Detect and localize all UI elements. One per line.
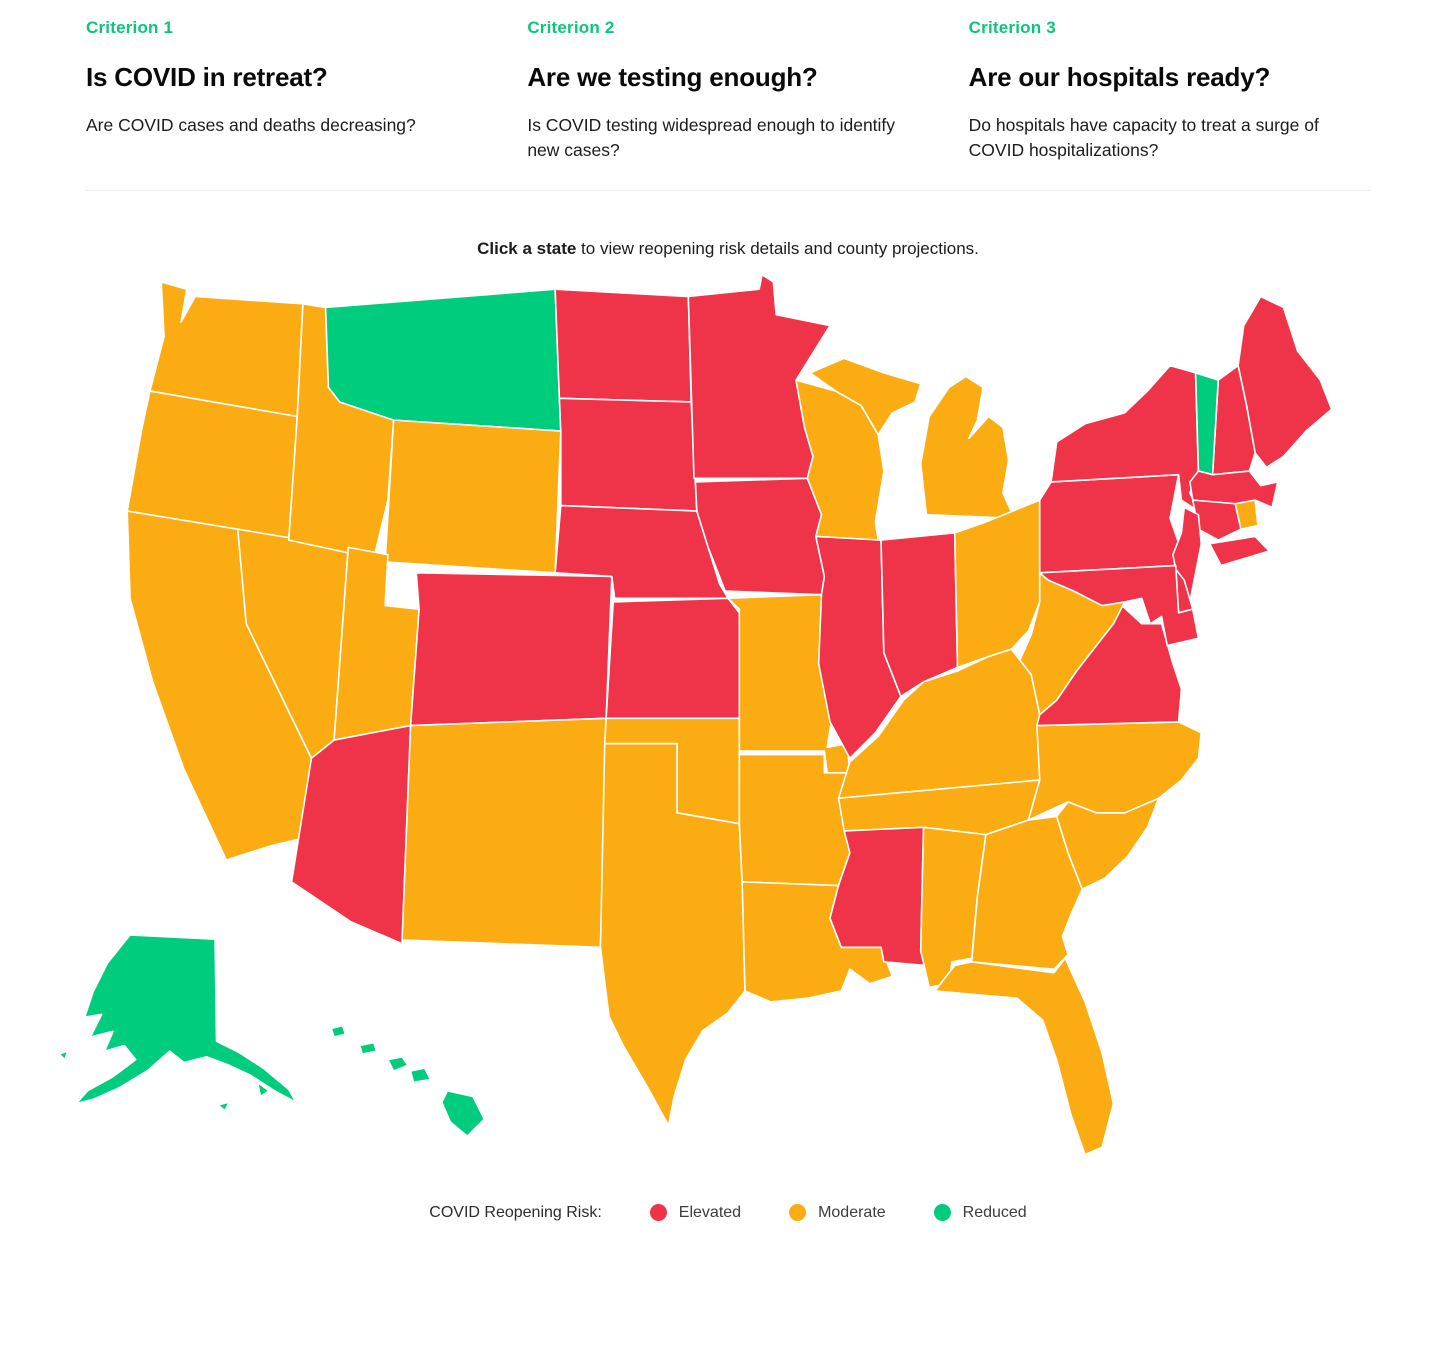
- state-rhode-island[interactable]: [1235, 500, 1258, 529]
- state-texas[interactable]: [600, 743, 745, 1125]
- legend-dot-moderate: [789, 1204, 807, 1222]
- state-pennsylvania[interactable]: [1040, 474, 1182, 572]
- state-hawaii[interactable]: [331, 1025, 484, 1136]
- criterion-2-column: Criterion 2 Are we testing enough? Is CO…: [527, 18, 928, 164]
- state-ohio[interactable]: [955, 500, 1040, 667]
- state-indiana[interactable]: [881, 533, 958, 697]
- map-instruction-bold: Click a state: [477, 238, 577, 258]
- header-divider: [85, 189, 1371, 191]
- state-north-carolina[interactable]: [1028, 722, 1201, 820]
- legend-item-reduced: Reduced: [933, 1203, 1027, 1222]
- criterion-1-label: Criterion 1: [86, 18, 174, 37]
- us-map: [42, 269, 1414, 1190]
- legend-label-reduced: Reduced: [962, 1203, 1027, 1221]
- state-arkansas[interactable]: [739, 754, 850, 885]
- criterion-2-title: Are we testing enough?: [527, 62, 818, 92]
- criterion-2-description: Is COVID testing widespread enough to id…: [527, 115, 896, 161]
- state-kansas[interactable]: [606, 598, 739, 718]
- criterion-1-description: Are COVID cases and deaths decreasing?: [86, 115, 416, 135]
- state-florida[interactable]: [935, 958, 1114, 1154]
- state-michigan[interactable]: [810, 358, 1014, 518]
- legend-label-moderate: Moderate: [818, 1203, 886, 1221]
- criterion-2-label: Criterion 2: [527, 18, 615, 37]
- legend-dot-elevated: [649, 1204, 667, 1222]
- us-map-container: [42, 269, 1414, 1190]
- state-alaska[interactable]: [59, 935, 347, 1111]
- state-wyoming[interactable]: [385, 420, 561, 573]
- map-instruction-rest: to view reopening risk details and count…: [576, 238, 979, 258]
- criterion-1-title: Is COVID in retreat?: [86, 62, 328, 92]
- state-colorado[interactable]: [411, 573, 612, 726]
- state-maryland[interactable]: [1040, 565, 1199, 645]
- map-instruction: Click a state to view reopening risk det…: [0, 239, 1456, 259]
- state-montana[interactable]: [326, 289, 561, 431]
- legend-title: COVID Reopening Risk:: [429, 1203, 602, 1221]
- criterion-3-description: Do hospitals have capacity to treat a su…: [968, 115, 1319, 161]
- criterion-3-column: Criterion 3 Are our hospitals ready? Do …: [969, 18, 1370, 164]
- criterion-1-column: Criterion 1 Is COVID in retreat? Are COV…: [86, 18, 487, 164]
- legend-item-elevated: Elevated: [649, 1203, 742, 1222]
- state-minnesota[interactable]: [688, 274, 830, 478]
- map-legend: COVID Reopening Risk: Elevated Moderate …: [0, 1204, 1456, 1250]
- legend-item-moderate: Moderate: [789, 1204, 886, 1222]
- state-utah[interactable]: [334, 547, 419, 740]
- state-new-mexico[interactable]: [402, 718, 606, 947]
- criterion-3-label: Criterion 3: [968, 18, 1056, 37]
- state-north-dakota[interactable]: [555, 289, 691, 402]
- legend-dot-reduced: [933, 1204, 951, 1222]
- state-georgia[interactable]: [972, 816, 1083, 969]
- criteria-header: Criterion 1 Is COVID in retreat? Are COV…: [0, 0, 1456, 190]
- state-south-dakota[interactable]: [559, 398, 696, 511]
- legend-label-elevated: Elevated: [678, 1203, 742, 1221]
- criterion-3-title: Are our hospitals ready?: [968, 62, 1271, 92]
